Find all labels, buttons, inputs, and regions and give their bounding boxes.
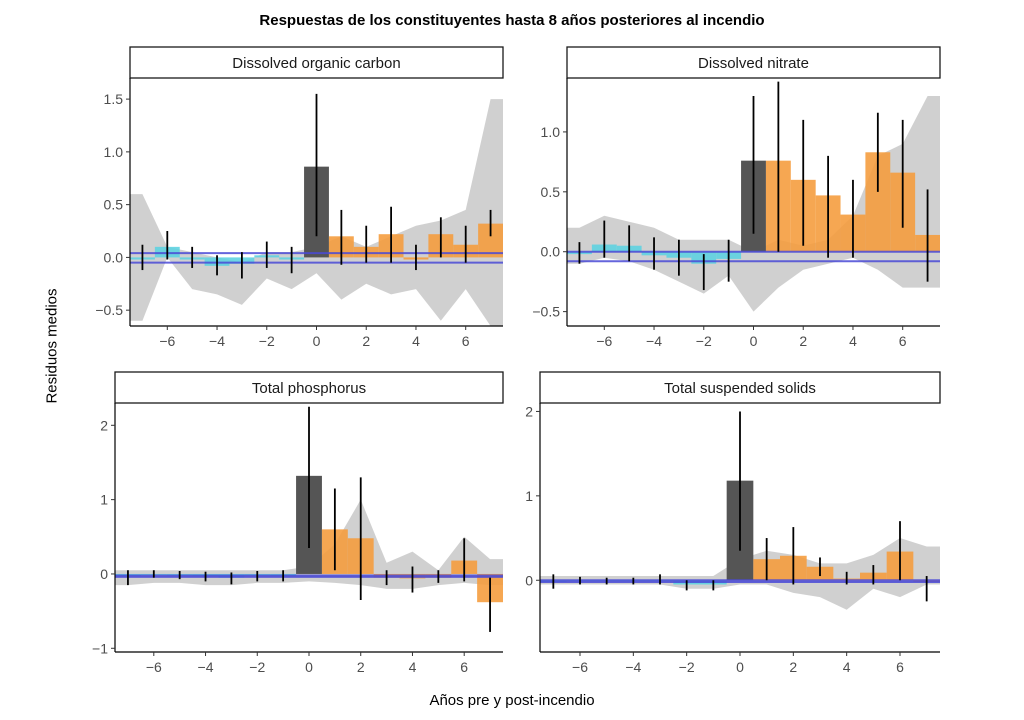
- y-tick-label: 0.5: [541, 184, 561, 200]
- x-tick-label: −6: [572, 659, 588, 675]
- x-tick-label: 2: [799, 333, 807, 349]
- x-tick-label: 6: [899, 333, 907, 349]
- y-tick-label: −0.5: [95, 302, 123, 318]
- x-tick-label: 2: [357, 659, 365, 675]
- facet-strip-label: Total suspended solids: [664, 380, 816, 397]
- confidence-ribbon: [567, 95, 940, 312]
- y-tick-label: −0.5: [532, 304, 560, 320]
- facet-panel: Dissolved nitrate −0.5 0.0 0.5 1.0 −6 −4 −2 0 2 4 6: [532, 46, 941, 349]
- x-tick-label: −6: [159, 333, 175, 349]
- y-tick-label: 0.0: [541, 244, 561, 260]
- x-tick-label: 4: [843, 659, 851, 675]
- x-tick-label: −6: [596, 333, 612, 349]
- y-tick-label: 1: [525, 488, 533, 504]
- x-tick-label: 4: [409, 659, 417, 675]
- y-tick-label: 0: [100, 566, 108, 582]
- chart-title: Respuestas de los constituyentes hasta 8…: [259, 12, 765, 29]
- x-axis-title: Años pre y post-incendio: [429, 692, 595, 709]
- x-tick-label: −4: [198, 659, 214, 675]
- x-tick-label: −6: [146, 659, 162, 675]
- y-tick-label: 1.5: [104, 91, 124, 107]
- x-tick-label: 2: [789, 659, 797, 675]
- plot-area: [115, 406, 503, 632]
- x-tick-label: 6: [462, 333, 470, 349]
- x-tick-label: −4: [625, 659, 641, 675]
- y-tick-label: 1: [100, 492, 108, 508]
- x-tick-label: 2: [362, 333, 370, 349]
- facet-strip: [566, 46, 941, 79]
- plot-area: [567, 81, 940, 312]
- y-tick-label: 2: [100, 417, 108, 433]
- x-tick-label: 0: [736, 659, 744, 675]
- x-tick-label: 4: [412, 333, 420, 349]
- x-tick-label: 0: [305, 659, 313, 675]
- y-tick-label: 0.0: [104, 249, 124, 265]
- facet-panel: Dissolved organic carbon −0.5 0.0 0.5 1.0 1.5…: [95, 46, 504, 349]
- facet-strip: [114, 371, 504, 404]
- facet-panel: Total phosphorus −1 0 1 2 −6 −4 −2 0 2 4 6: [92, 371, 504, 675]
- confidence-ribbon: [115, 499, 503, 589]
- x-tick-label: −4: [209, 333, 225, 349]
- x-tick-label: 0: [750, 333, 758, 349]
- facet-panel: Total suspended solids 0 1 2 −6 −4 −2 0 2 4 6: [525, 371, 941, 675]
- x-tick-label: 4: [849, 333, 857, 349]
- y-tick-label: 1.0: [104, 144, 124, 160]
- facet-strip-label: Dissolved organic carbon: [232, 55, 400, 72]
- x-tick-label: −2: [696, 333, 712, 349]
- x-tick-label: −2: [679, 659, 695, 675]
- x-tick-label: 6: [896, 659, 904, 675]
- plot-area: [540, 411, 940, 610]
- y-tick-label: 0.5: [104, 197, 124, 213]
- facet-strip: [539, 371, 941, 404]
- y-tick-label: 1.0: [541, 124, 561, 140]
- plot-area: [130, 93, 503, 326]
- x-tick-label: 6: [460, 659, 468, 675]
- x-tick-label: 0: [313, 333, 321, 349]
- y-tick-label: 2: [525, 403, 533, 419]
- facet-strip-label: Total phosphorus: [252, 380, 366, 397]
- facet-strip-label: Dissolved nitrate: [698, 55, 809, 72]
- x-tick-label: −2: [249, 659, 265, 675]
- x-tick-label: −4: [646, 333, 662, 349]
- confidence-ribbon: [130, 99, 503, 326]
- y-tick-label: 0: [525, 572, 533, 588]
- facet-strip: [129, 46, 504, 79]
- y-tick-label: −1: [92, 640, 108, 656]
- x-tick-label: −2: [259, 333, 275, 349]
